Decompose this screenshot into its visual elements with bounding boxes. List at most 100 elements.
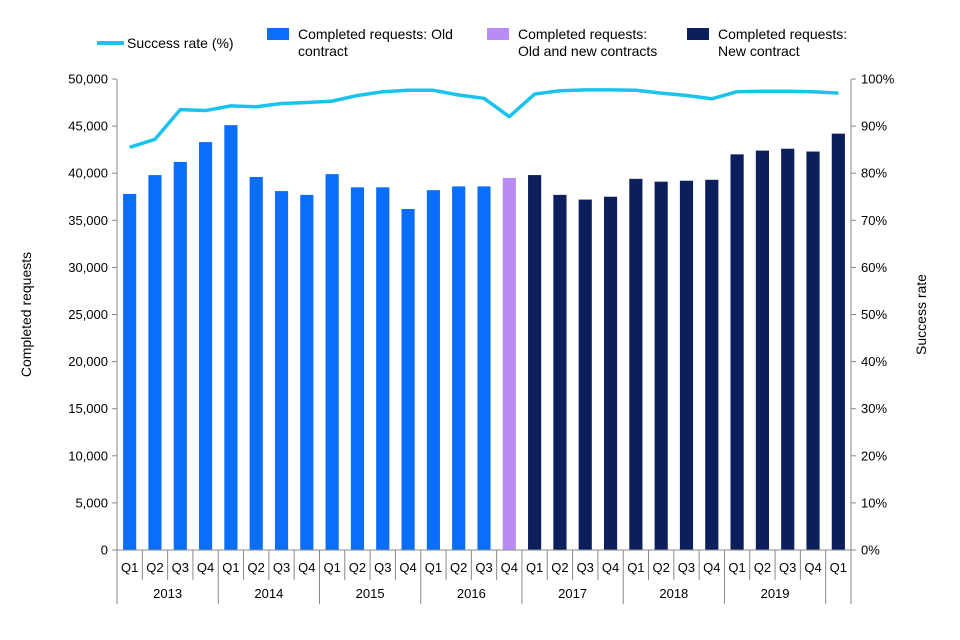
bar xyxy=(553,194,567,550)
bar xyxy=(502,177,516,550)
year-label: 2015 xyxy=(356,586,385,601)
bar xyxy=(755,150,769,550)
x-tick-label: Q4 xyxy=(804,560,821,575)
x-tick-label: Q1 xyxy=(425,560,442,575)
x-tick-label: Q1 xyxy=(121,560,138,575)
y-tick-label: 35,000 xyxy=(68,213,108,228)
y2-tick-label: 40% xyxy=(861,354,887,369)
bar xyxy=(224,125,238,550)
bar xyxy=(325,174,339,550)
x-tick-label: Q2 xyxy=(349,560,366,575)
x-tick-label: Q4 xyxy=(703,560,720,575)
x-tick-label: Q3 xyxy=(577,560,594,575)
bar xyxy=(831,133,845,550)
bar xyxy=(274,191,289,550)
y2-tick-label: 90% xyxy=(861,119,887,134)
x-tick-label: Q2 xyxy=(146,560,163,575)
x-tick-label: Q3 xyxy=(678,560,695,575)
legend-item: Completed requests:New contract xyxy=(687,26,847,59)
x-tick-label: Q1 xyxy=(627,560,644,575)
bar xyxy=(679,180,694,551)
y2-axis-title: Success rate xyxy=(913,274,929,355)
bar xyxy=(376,187,390,550)
bar xyxy=(350,187,365,550)
bar xyxy=(123,193,137,551)
bar xyxy=(806,151,820,550)
y-tick-label: 15,000 xyxy=(68,401,108,416)
x-tick-label: Q3 xyxy=(374,560,391,575)
y2-tick-label: 20% xyxy=(861,448,887,463)
y2-tick-label: 100% xyxy=(861,72,895,87)
bar xyxy=(199,142,213,551)
legend: Success rate (%) Completed requests: Oldc… xyxy=(97,26,847,59)
axes: 0 5,000 10,000 15,000 20,000 25,000 30,000 35,0… xyxy=(68,72,895,604)
legend-label: Old and new contracts xyxy=(518,43,657,59)
legend-label: Completed requests: Old xyxy=(298,26,453,42)
x-tick-label: Q4 xyxy=(602,560,619,575)
legend-item: Success rate (%) xyxy=(97,35,234,51)
y2-tick-label: 30% xyxy=(861,401,887,416)
x-tick-label: Q1 xyxy=(222,560,239,575)
x-tick-label: Q4 xyxy=(197,560,214,575)
x-tick-label: Q1 xyxy=(830,560,847,575)
y-tick-label: 45,000 xyxy=(68,119,108,134)
bar xyxy=(249,176,263,550)
y2-tick-label: 0% xyxy=(861,543,880,558)
bar xyxy=(148,175,162,550)
x-tick-label: Q3 xyxy=(172,560,189,575)
bar xyxy=(528,175,542,550)
y-tick-label: 5,000 xyxy=(75,495,108,510)
bar xyxy=(705,179,719,551)
x-tick-label: Q3 xyxy=(779,560,796,575)
year-label: 2016 xyxy=(457,586,486,601)
y2-tick-label: 60% xyxy=(861,260,887,275)
legend-item: Completed requests:Old and new contracts xyxy=(487,26,657,59)
year-label: 2019 xyxy=(761,586,790,601)
legend-label: Completed requests: xyxy=(718,26,847,42)
y-tick-label: 20,000 xyxy=(68,354,108,369)
x-tick-label: Q2 xyxy=(754,560,771,575)
y-tick-label: 50,000 xyxy=(68,72,108,87)
legend-label: Completed requests: xyxy=(518,26,647,42)
y-tick-label: 30,000 xyxy=(68,260,108,275)
legend-label: Success rate (%) xyxy=(127,35,234,51)
bar xyxy=(452,186,466,550)
bars xyxy=(123,125,845,551)
bar xyxy=(654,181,668,550)
x-tick-label: Q4 xyxy=(298,560,315,575)
bar xyxy=(300,194,314,550)
x-tick-label: Q4 xyxy=(501,560,518,575)
y-axis-title: Completed requests xyxy=(18,252,34,377)
bar xyxy=(629,178,643,550)
x-tick-label: Q2 xyxy=(551,560,568,575)
x-tick-label: Q1 xyxy=(728,560,745,575)
x-tick-label: Q3 xyxy=(475,560,492,575)
x-tick-label: Q2 xyxy=(653,560,670,575)
year-label: 2017 xyxy=(558,586,587,601)
legend-label: contract xyxy=(298,43,348,59)
legend-swatch xyxy=(487,28,509,40)
x-tick-label: Q2 xyxy=(248,560,265,575)
bar xyxy=(603,196,618,550)
y2-tick-label: 70% xyxy=(861,213,887,228)
bar xyxy=(477,186,491,550)
legend-swatch xyxy=(687,28,709,40)
y-tick-label: 25,000 xyxy=(68,307,108,322)
year-label: 2013 xyxy=(153,586,182,601)
bar xyxy=(401,209,415,550)
legend-swatch xyxy=(267,28,289,40)
legend-label: New contract xyxy=(718,43,800,59)
bar xyxy=(173,161,187,550)
x-tick-label: Q4 xyxy=(399,560,416,575)
y-tick-label: 0 xyxy=(101,543,108,558)
year-label: 2018 xyxy=(659,586,688,601)
y-tick-label: 10,000 xyxy=(68,448,108,463)
y-tick-label: 40,000 xyxy=(68,166,108,181)
x-tick-label: Q3 xyxy=(273,560,290,575)
bar xyxy=(426,190,440,550)
y2-tick-label: 10% xyxy=(861,495,887,510)
bar xyxy=(781,148,795,550)
